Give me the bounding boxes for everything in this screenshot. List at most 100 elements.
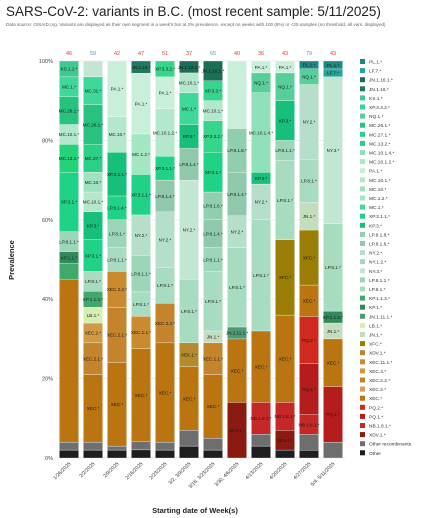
legend-entry[interactable]: NQ.1.*	[369, 114, 384, 120]
legend-entry[interactable]: KP.1.*	[369, 305, 382, 311]
segment-label: XEK.1.*	[181, 353, 197, 358]
legend-entry[interactable]: KS.1.*	[369, 96, 383, 102]
segment-label: XEC.2.2.*	[107, 287, 127, 292]
legend-entry[interactable]: PQ.1.*	[369, 414, 383, 420]
x-tick-label: 4/27/2025	[292, 461, 312, 481]
chart-title: SARS-CoV-2: variants in B.C. (most recen…	[6, 4, 381, 19]
legend-entry[interactable]: NY.2.*	[369, 251, 382, 257]
legend-entry[interactable]: JN.1.11.1.*	[369, 314, 393, 320]
legend-swatch	[360, 350, 365, 356]
legend-entry[interactable]: XDV.1.*	[369, 351, 386, 357]
bar-segment	[275, 449, 295, 459]
sample-count: 40	[234, 51, 240, 57]
segment-label: LP.8.1.8.*	[227, 148, 247, 153]
bar-segment	[275, 60, 295, 74]
sample-count: 46	[66, 51, 72, 57]
legend-swatch	[360, 159, 365, 165]
bar-segment	[299, 434, 319, 451]
segment-label: XEC.*	[255, 364, 268, 369]
legend-entry[interactable]: JN.1.*	[369, 333, 382, 339]
x-axis-label: Starting date of Week(s)	[152, 506, 238, 515]
segment-label: MC.26.1.*	[83, 122, 104, 127]
bar-segment	[131, 441, 151, 451]
legend-entry[interactable]: KP.1.1.3.*	[369, 296, 390, 302]
legend-swatch	[360, 377, 365, 383]
y-tick-label: 40%	[42, 297, 53, 303]
legend-swatch	[360, 204, 365, 210]
legend-entry[interactable]: MC.1.2.*	[369, 196, 388, 202]
segment-label: MC.1.*	[182, 106, 196, 111]
legend-entry[interactable]: XEC.2.*	[369, 387, 386, 393]
segment-label: XP.3.3.2.*	[203, 134, 223, 139]
segment-label: NY.3.*	[327, 148, 340, 153]
legend-entry[interactable]: Other recombinants	[369, 442, 412, 448]
segment-label: XP.3.3.2.*	[155, 67, 175, 72]
legend-swatch	[360, 231, 365, 237]
legend-entry[interactable]: MC.10.*	[369, 187, 386, 193]
segment-label: LP.8.1.*	[157, 283, 173, 288]
legend-swatch	[360, 313, 365, 319]
legend-entry[interactable]: MC.27.1.*	[369, 132, 390, 138]
legend-entry[interactable]: KP.3.*	[369, 223, 382, 229]
segment-label: XP.3.1.*	[85, 253, 101, 258]
segment-label: MC.10.1.*	[59, 132, 80, 137]
legend-entry[interactable]: LP.8.1.1.*	[369, 278, 390, 284]
legend-entry[interactable]: LB.1.*	[369, 323, 382, 329]
chart-subtitle: Data source: GISAID.org. Variants are di…	[6, 22, 386, 27]
segment-label: XEC.1.1.*	[131, 330, 151, 335]
segment-label: PA.1.*	[135, 101, 148, 106]
segment-label: LP.8.1.*	[253, 273, 269, 278]
legend-swatch	[360, 432, 365, 438]
segment-label: PQ.1.*	[302, 387, 316, 392]
sample-count: 59	[90, 51, 96, 57]
segment-label: XP.3.1.*	[205, 170, 221, 175]
segment-label: PL.1.*	[327, 63, 340, 68]
legend-entry[interactable]: LP.8.1.8.*	[369, 232, 390, 238]
legend-entry[interactable]: MC.26.1.*	[369, 123, 390, 129]
legend-entry[interactable]: JN.1.16.1.*	[369, 78, 393, 84]
bar-segment	[107, 449, 127, 459]
legend-entry[interactable]: XEC.11.1.*	[369, 360, 393, 366]
legend-entry[interactable]: LP.8.1.*	[369, 287, 386, 293]
legend-entry[interactable]: NY.1.2.*	[369, 260, 386, 266]
segment-label: JN.1.16.1.*	[202, 69, 225, 74]
segment-label: XP.3.1.*	[61, 200, 77, 205]
legend-entry[interactable]: JN.1.16.*	[369, 87, 389, 93]
legend-swatch	[360, 332, 365, 337]
legend-entry[interactable]: MC.13.2.*	[369, 141, 390, 147]
legend-entry[interactable]: LF.7.*	[369, 69, 381, 75]
legend-entry[interactable]: XDV.1.*	[369, 433, 386, 439]
legend-entry[interactable]: XEC.2.2.*	[369, 378, 390, 384]
legend-entry[interactable]: NY.3.*	[369, 269, 382, 275]
segment-label: KS.1.1.*	[61, 67, 78, 72]
legend-entry[interactable]: XFC.*	[369, 342, 382, 348]
legend-swatch	[360, 250, 365, 256]
legend-entry[interactable]: XEC.4.*	[369, 369, 386, 375]
legend-entry[interactable]: PA.1.*	[369, 169, 382, 175]
segment-label: NB.1.8.1.*	[275, 414, 296, 419]
legend-entry[interactable]: PL.1.*	[369, 60, 382, 66]
legend-entry[interactable]: Other	[369, 451, 381, 457]
legend-entry[interactable]: XP.3.1.1.*	[369, 214, 390, 220]
bars: KP.1.1.* LP.8.1.1.* XP.3.1.* MC.13.2.* MC.10…	[59, 60, 343, 459]
legend-entry[interactable]: MC.10.1.2.*	[369, 160, 394, 166]
bar-segment	[83, 60, 103, 78]
segment-label: JN.1.*	[207, 335, 220, 340]
legend-entry[interactable]: MC.10.1.*	[369, 178, 390, 184]
bar-segment	[203, 449, 223, 459]
segment-label: XEC.1.1.*	[203, 357, 223, 362]
segment-label: MC.10.1.2.*	[153, 130, 177, 135]
legend[interactable]: PL.1.* LF.7.* JN.1.16.1.* JN.1.16.* KS.1.* XP…	[360, 59, 412, 457]
legend-entry[interactable]: NB.1.8.1.*	[369, 424, 391, 430]
segment-label: KP.1.1.3.*	[323, 315, 343, 320]
legend-entry[interactable]: MC.10.1.4.*	[369, 151, 394, 157]
legend-swatch	[360, 359, 365, 365]
legend-entry[interactable]: XEC.*	[369, 396, 382, 402]
bar-segment	[155, 449, 175, 459]
legend-entry[interactable]: PQ.2.*	[369, 405, 383, 411]
legend-entry[interactable]: LP.8.1.6.*	[369, 242, 390, 248]
legend-entry[interactable]: MC.1.*	[369, 205, 384, 211]
legend-entry[interactable]: XP.3.3.2.*	[369, 105, 390, 111]
x-tick-label: 4/20/2025	[268, 461, 288, 481]
bar-segment	[179, 445, 199, 459]
